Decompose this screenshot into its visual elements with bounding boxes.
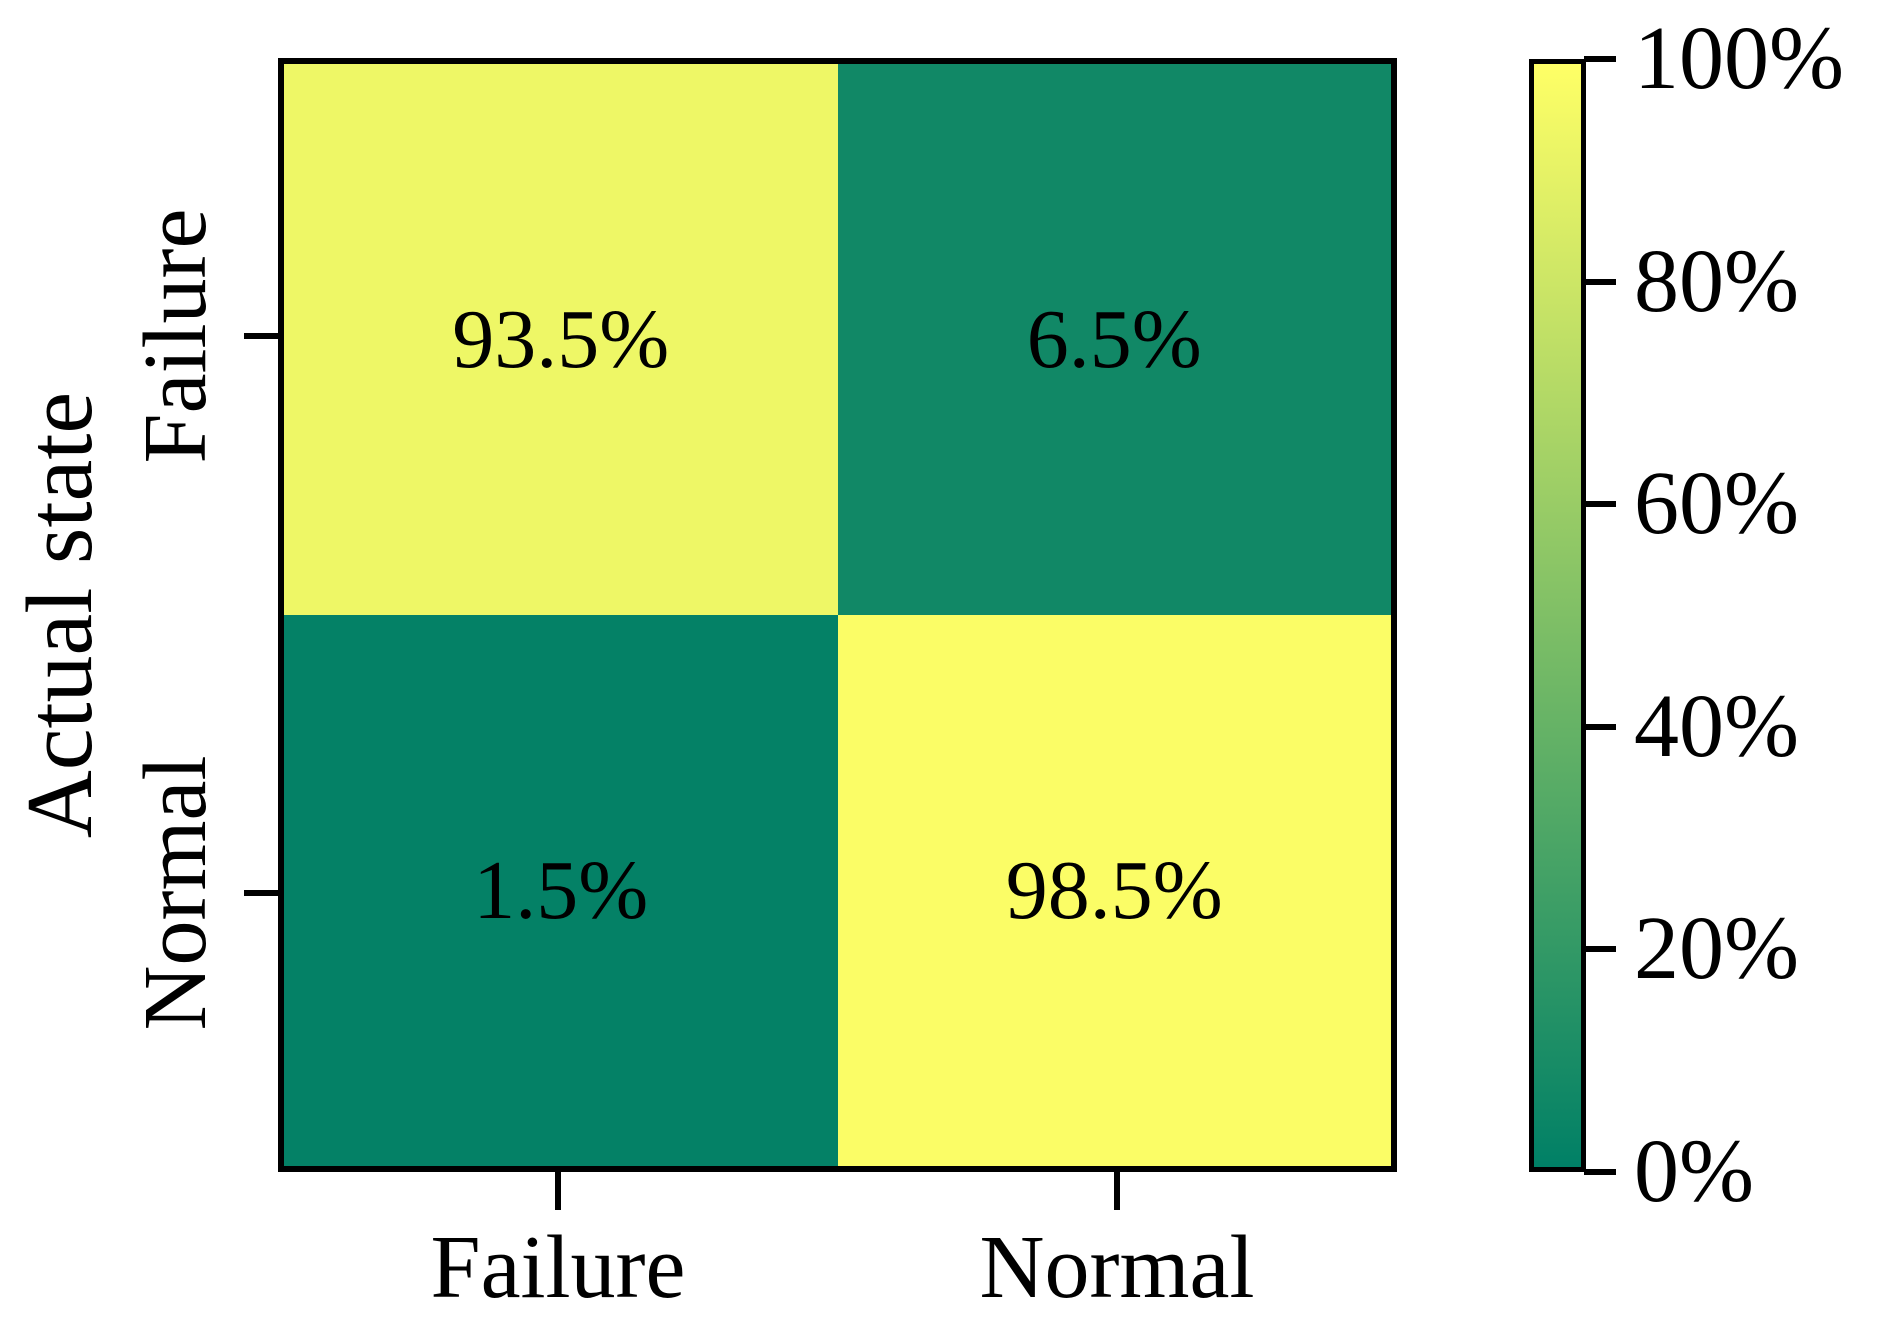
colorbar-tick-label-40: 40% [1634,677,1799,776]
y-tick-label-normal: Normal [126,755,225,1031]
cell-actual-failure-pred-failure: 93.5% [284,64,838,615]
colorbar-tick-label-100: 100% [1634,9,1844,108]
colorbar-tick-label-60: 60% [1634,454,1799,553]
cell-actual-normal-pred-normal: 98.5% [837,615,1391,1166]
x-tick-mark-failure [555,1172,561,1210]
colorbar-tick-label-0: 0% [1634,1122,1754,1221]
y-tick-mark-normal [244,890,278,896]
y-tick-label-failure: Failure [126,208,225,464]
colorbar-tick-mark-40 [1584,724,1616,730]
cell-actual-failure-pred-normal: 6.5% [837,64,1391,615]
cell-actual-normal-pred-failure: 1.5% [284,615,838,1166]
x-tick-label-failure: Failure [430,1218,686,1317]
colorbar-tick-label-20: 20% [1634,899,1799,998]
y-tick-mark-failure [244,333,278,339]
colorbar-gradient [1529,59,1586,1172]
x-tick-label-normal: Normal [979,1218,1255,1317]
colorbar-tick-mark-20 [1584,946,1616,952]
colorbar-tick-mark-100 [1584,56,1616,62]
heatmap-grid: 93.5% 6.5% 1.5% 98.5% [278,58,1397,1172]
colorbar-tick-label-80: 80% [1634,232,1799,331]
colorbar-tick-mark-80 [1584,279,1616,285]
x-tick-mark-normal [1114,1172,1120,1210]
y-axis-title: Actual state [8,391,112,839]
colorbar-tick-mark-0 [1584,1169,1616,1175]
colorbar-tick-mark-60 [1584,501,1616,507]
